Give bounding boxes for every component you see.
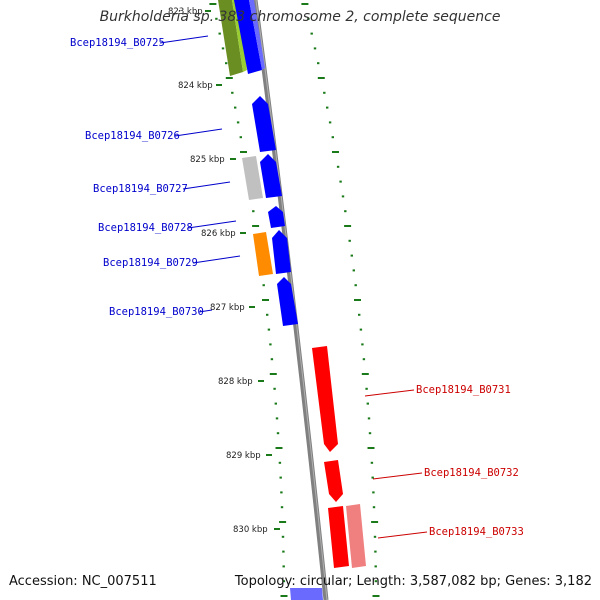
kbp-marker-830: 830 kbp [233, 525, 280, 535]
gene-bcep18194-b0727[interactable] [260, 154, 282, 198]
leader-line [174, 128, 223, 137]
gene-label-b0732[interactable]: Bcep18194_B0732 [424, 467, 519, 479]
gene-bcep18194-b0731[interactable] [312, 346, 338, 452]
kbp-label: 823 kbp [168, 7, 203, 17]
kbp-scale: 823 kbp 824 kbp 825 kbp 826 kbp 827 kbp … [168, 7, 280, 535]
gene-label-b0733[interactable]: Bcep18194_B0733 [429, 526, 524, 538]
forward-gene-labels: Bcep18194_B0725 Bcep18194_B0726 Bcep1819… [70, 35, 241, 318]
gene-label-b0726[interactable]: Bcep18194_B0726 [85, 130, 180, 142]
leader-line [364, 389, 415, 397]
feature-orange-block[interactable] [253, 232, 273, 276]
kbp-marker-828: 828 kbp [218, 377, 264, 387]
kbp-label: 826 kbp [201, 229, 236, 239]
kbp-label: 830 kbp [233, 525, 268, 535]
gene-bcep18194-b0725[interactable] [234, 0, 262, 74]
gene-label-b0731[interactable]: Bcep18194_B0731 [416, 384, 511, 396]
kbp-label: 827 kbp [210, 303, 245, 313]
gene-bcep18194-b0730[interactable] [277, 277, 298, 326]
feature-olive-block[interactable] [218, 0, 243, 76]
reverse-strand-features [290, 346, 366, 600]
gene-bcep18194-b0728[interactable] [268, 206, 285, 228]
kbp-label: 825 kbp [190, 155, 225, 165]
leader-line [159, 35, 209, 44]
kbp-marker-823: 823 kbp [168, 7, 211, 17]
gene-bcep18194-b0732[interactable] [324, 460, 343, 502]
kbp-marker-829: 829 kbp [226, 451, 272, 461]
gene-bcep18194-b0729[interactable] [272, 230, 291, 274]
leader-line [192, 255, 241, 264]
leader-line [182, 181, 231, 190]
kbp-label: 828 kbp [218, 377, 253, 387]
topology-text: Topology: circular; Length: 3,587,082 bp… [234, 574, 592, 589]
reverse-gene-labels: Bcep18194_B0731 Bcep18194_B0732 Bcep1819… [364, 384, 524, 539]
map-title: Burkholderia sp. 383 chromosome 2, compl… [99, 9, 501, 25]
inner-tick-ring [209, 3, 288, 597]
kbp-label: 829 kbp [226, 451, 261, 461]
forward-strand-features [218, 0, 298, 326]
gene-label-b0727[interactable]: Bcep18194_B0727 [93, 183, 188, 195]
feature-gray-block[interactable] [242, 156, 263, 200]
gene-bcep18194-b0726[interactable] [252, 96, 276, 152]
gene-label-b0728[interactable]: Bcep18194_B0728 [98, 222, 193, 234]
kbp-marker-827: 827 kbp [210, 303, 255, 313]
gene-bcep18194-b0733-pale[interactable] [346, 504, 366, 568]
leader-line [377, 531, 428, 539]
gene-label-b0725[interactable]: Bcep18194_B0725 [70, 37, 165, 49]
gene-bcep18194-b0725-light [249, 0, 265, 70]
kbp-marker-825: 825 kbp [190, 155, 236, 165]
feature-bottom-blue[interactable] [290, 588, 323, 600]
accession-text: Accession: NC_007511 [9, 574, 157, 589]
kbp-label: 824 kbp [178, 81, 213, 91]
outer-tick-ring [301, 3, 380, 597]
kbp-marker-824: 824 kbp [178, 81, 222, 91]
kbp-marker-826: 826 kbp [201, 229, 246, 239]
gene-label-b0730[interactable]: Bcep18194_B0730 [109, 306, 204, 318]
gene-label-b0729[interactable]: Bcep18194_B0729 [103, 257, 198, 269]
leader-line [372, 472, 423, 480]
leader-line [187, 220, 237, 229]
gene-bcep18194-b0733[interactable] [328, 506, 349, 568]
leader-line [198, 309, 213, 313]
feature-olive-block-light [232, 0, 247, 72]
